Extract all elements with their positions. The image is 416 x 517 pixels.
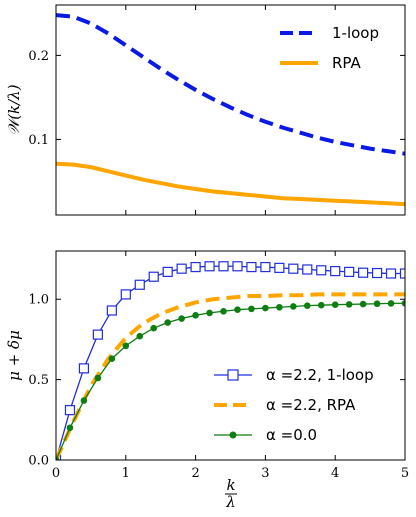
data-point-circle <box>66 424 74 432</box>
data-point-circle <box>94 374 102 382</box>
data-point-circle <box>317 301 325 309</box>
data-point-circle <box>192 312 199 319</box>
data-point-circle <box>387 300 395 307</box>
legend-marker-square <box>227 369 239 381</box>
series-line-1-loop <box>56 13 405 156</box>
x-tick-label: 3 <box>261 466 269 481</box>
x-tick-label: 5 <box>401 466 409 481</box>
legend: α =2.2, 1-loop α =2.2, RPA α =0.0 <box>214 366 374 444</box>
x-tick-label: 1 <box>122 466 130 481</box>
data-point-circle <box>276 303 283 311</box>
data-point-square <box>190 261 201 273</box>
data-point-square <box>106 305 117 316</box>
data-point-square <box>218 261 229 272</box>
data-point-circle <box>234 306 241 313</box>
x-tick-label: 2 <box>191 466 199 481</box>
data-point-square <box>288 263 299 274</box>
data-point-circle <box>108 355 116 363</box>
data-point-square <box>385 268 397 279</box>
data-point-circle <box>401 299 405 307</box>
data-point-square <box>316 265 327 276</box>
y-axis-label: μ + δμ <box>5 330 23 381</box>
data-point-circle <box>164 319 171 326</box>
legend-marker-circle <box>229 431 237 439</box>
data-point-square <box>78 363 90 374</box>
data-point-square <box>371 267 383 279</box>
legend-label-rpa: RPA <box>332 54 362 72</box>
data-point-circle <box>290 303 297 310</box>
data-point-square <box>344 266 355 277</box>
data-point-square <box>134 279 145 290</box>
data-point-circle <box>206 309 213 317</box>
data-point-circle <box>136 332 144 340</box>
x-tick-label: 0 <box>52 466 60 481</box>
data-point-square <box>399 268 405 279</box>
data-point-square <box>302 264 313 275</box>
data-point-circle <box>56 456 60 460</box>
plot-frame <box>55 250 406 461</box>
x-axis-label-denominator: λ <box>225 493 236 511</box>
data-point-square <box>260 261 271 273</box>
legend-label-2-2-rpa: α =2.2, RPA <box>266 396 356 414</box>
data-point-square <box>274 262 285 273</box>
y-tick-label: 0.0 <box>28 454 49 469</box>
data-point-square <box>246 261 257 273</box>
data-point-square <box>232 261 243 272</box>
data-point-square <box>176 263 187 274</box>
data-point-square <box>148 271 159 282</box>
data-point-circle <box>150 324 158 332</box>
legend-label-1-loop: 1-loop <box>332 24 379 42</box>
series-line-rpa <box>56 161 405 207</box>
data-point-circle <box>359 300 367 308</box>
data-point-square <box>358 267 369 278</box>
plot-area <box>56 13 405 207</box>
data-point-circle <box>303 302 311 309</box>
data-point-circle <box>122 342 130 350</box>
data-point-circle <box>80 397 88 404</box>
data-point-square <box>162 266 173 277</box>
data-point-circle <box>220 307 227 315</box>
data-point-square <box>204 261 215 272</box>
legend-label-2-2-1-loop: α =2.2, 1-loop <box>266 366 374 384</box>
data-point-circle <box>345 301 353 308</box>
x-axis-label-numerator: k <box>226 476 235 494</box>
data-point-square <box>120 289 131 300</box>
y-axis-label: 𝒲(k/λ) <box>5 84 23 135</box>
legend: 1-loop RPA <box>280 24 379 72</box>
data-point-square <box>330 265 341 277</box>
plot-frame <box>55 4 406 216</box>
x-axis-label: kλ <box>225 476 237 511</box>
data-point-square <box>64 405 76 416</box>
y-tick-label: 1.0 <box>28 293 49 308</box>
y-tick-label: 0.2 <box>28 49 49 64</box>
series-line-2-2-rpa <box>56 292 405 460</box>
y-tick-label: 0.5 <box>28 373 49 388</box>
y-tick-label: 0.1 <box>28 133 49 148</box>
top-panel: 0.1 0.2 𝒲(k/λ) 1-loop RPA <box>5 4 406 216</box>
data-point-square <box>92 329 103 340</box>
data-point-circle <box>178 315 185 322</box>
x-tick-label: 4 <box>331 466 339 481</box>
data-point-circle <box>248 305 255 313</box>
data-point-circle <box>373 300 381 308</box>
data-point-circle <box>262 304 269 312</box>
data-point-circle <box>331 301 339 308</box>
plot-area <box>56 261 405 460</box>
legend-label-0-0: α =0.0 <box>266 426 317 444</box>
